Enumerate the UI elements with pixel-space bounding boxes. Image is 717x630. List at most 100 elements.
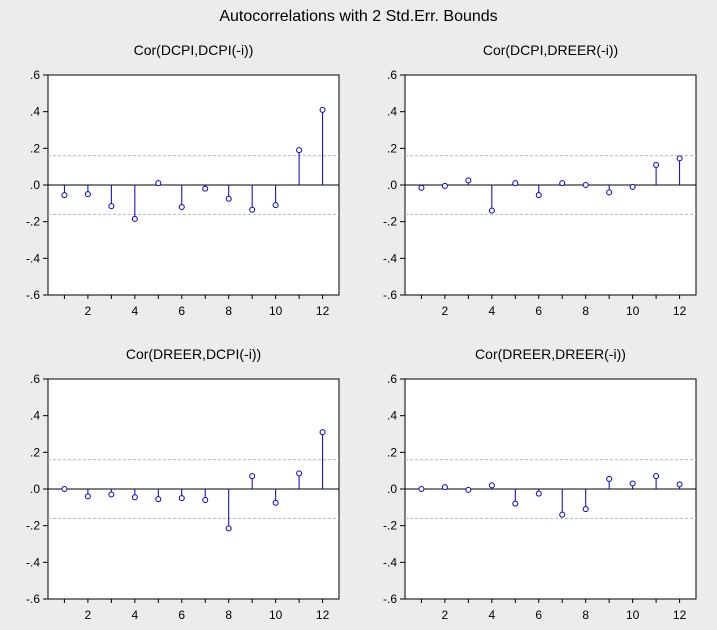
acf-point [61, 192, 68, 199]
x-tick-label: 6 [178, 304, 185, 318]
y-tick-label: -.6 [383, 288, 397, 302]
acf-point [629, 480, 636, 487]
acf-point [606, 475, 613, 482]
acf-point [61, 486, 68, 492]
acf-point [272, 202, 279, 209]
acf-point [465, 486, 472, 493]
y-tick-label: .4 [30, 409, 40, 423]
y-tick-label: .2 [387, 445, 397, 459]
y-tick-label: -.4 [383, 555, 397, 569]
acf-point [319, 106, 326, 113]
y-tick-label: -.2 [26, 519, 40, 533]
acf-point [582, 506, 589, 513]
x-tick-label: 6 [535, 608, 542, 622]
x-tick-label: 8 [582, 608, 589, 622]
chart-panel-2: Cor(DCPI,DREER(-i)) .6 .4 .2 .0 -.2 -.4 -.6 2 4 6 8… [383, 42, 697, 318]
acf-point [296, 470, 303, 477]
y-tick-label: .4 [30, 105, 40, 119]
y-tick-label: .2 [30, 141, 40, 155]
acf-point [582, 182, 589, 188]
y-tick-label: .2 [30, 445, 40, 459]
acf-point [84, 191, 91, 198]
y-tick-label: .4 [387, 105, 397, 119]
y-tick-label: -.4 [383, 251, 397, 265]
chart-panel-3: Cor(DREER,DCPI(-i)) .6 .4 .2 .0 -.2 -.4 -.6 2 4 6 8… [26, 346, 340, 622]
x-tick-label: 12 [316, 608, 330, 622]
x-tick-label: 6 [178, 608, 185, 622]
y-tick-label: .0 [387, 482, 397, 496]
x-tick-label: 8 [225, 608, 232, 622]
acf-point [202, 497, 209, 503]
acf-point [488, 207, 495, 214]
panel-title: Cor(DCPI,DCPI(-i)) [134, 42, 254, 58]
acf-point [108, 203, 115, 210]
y-tick-label: .2 [387, 141, 397, 155]
y-tick-label: -.6 [26, 288, 40, 302]
x-tick-label: 4 [131, 608, 138, 622]
y-tick-label: -.2 [383, 215, 397, 229]
acf-point [249, 206, 256, 213]
acf-point [676, 481, 683, 488]
acf-point [296, 147, 303, 154]
y-tick-label: .6 [30, 68, 40, 82]
acf-point [225, 525, 232, 532]
acf-point [676, 155, 683, 162]
y-tick-label: .0 [387, 178, 397, 192]
y-tick-label: .6 [30, 372, 40, 386]
x-tick-label: 10 [626, 304, 640, 318]
chart-panel-4: Cor(DREER,DREER(-i)) .6 .4 .2 .0 -.2 -.4 -.6 2 4 6… [383, 346, 697, 622]
acf-point [249, 473, 256, 480]
acf-point [418, 184, 425, 191]
acf-point [155, 496, 162, 503]
acf-point [512, 180, 519, 187]
acf-point [441, 182, 448, 189]
y-tick-label: -.6 [26, 592, 40, 606]
y-tick-label: .6 [387, 372, 397, 386]
y-tick-label: -.6 [383, 592, 397, 606]
x-tick-label: 6 [535, 304, 542, 318]
x-tick-label: 4 [131, 304, 138, 318]
panel-title: Cor(DCPI,DREER(-i)) [483, 42, 618, 58]
acf-point [131, 215, 138, 222]
x-tick-label: 2 [85, 304, 92, 318]
y-tick-label: -.2 [26, 215, 40, 229]
acf-point [108, 491, 115, 498]
acf-point [131, 494, 138, 501]
chart-panel-1: Cor(DCPI,DCPI(-i)) .6 .4 .2 .0 -.2 -.4 -.6 2 4 6 8 1… [26, 42, 340, 318]
y-tick-label: -.4 [26, 251, 40, 265]
x-tick-label: 8 [582, 304, 589, 318]
figure-title: Autocorrelations with 2 Std.Err. Bounds [219, 8, 498, 25]
x-tick-label: 12 [673, 608, 687, 622]
x-tick-label: 10 [626, 608, 640, 622]
y-tick-label: .0 [30, 482, 40, 496]
acf-point [465, 177, 472, 184]
acf-point [606, 189, 613, 196]
acf-point [319, 429, 326, 436]
acf-point [441, 484, 448, 491]
acf-point [202, 185, 209, 192]
x-tick-label: 8 [225, 304, 232, 318]
acf-point [653, 473, 660, 480]
acf-point [178, 204, 185, 210]
x-tick-label: 4 [488, 304, 495, 318]
acf-point [155, 180, 162, 187]
x-tick-label: 2 [442, 304, 449, 318]
x-tick-label: 12 [673, 304, 687, 318]
acf-point [225, 195, 232, 202]
acf-point [653, 161, 660, 168]
acf-point [535, 490, 542, 497]
acf-point [629, 183, 636, 190]
acf-point [272, 499, 279, 506]
acf-point [535, 192, 542, 199]
acf-point [559, 180, 566, 187]
x-tick-label: 4 [488, 608, 495, 622]
panel-title: Cor(DREER,DREER(-i)) [475, 346, 626, 362]
y-tick-label: -.4 [26, 555, 40, 569]
y-tick-label: .4 [387, 409, 397, 423]
acf-point [512, 500, 519, 507]
x-tick-label: 2 [442, 608, 449, 622]
acf-point [418, 486, 425, 492]
acf-point [488, 482, 495, 489]
y-tick-label: -.2 [383, 519, 397, 533]
